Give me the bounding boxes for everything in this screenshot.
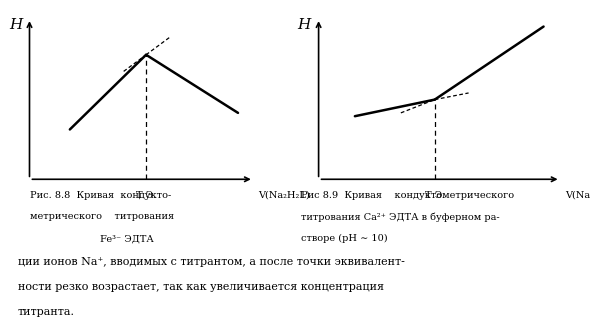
Text: Рис. 8.8  Кривая  кондукто-: Рис. 8.8 Кривая кондукто- bbox=[30, 191, 171, 200]
Text: титранта.: титранта. bbox=[18, 307, 75, 317]
Text: Т Э.: Т Э. bbox=[136, 191, 156, 200]
Text: ности резко возрастает, так как увеличивается концентрация: ности резко возрастает, так как увеличив… bbox=[18, 282, 384, 292]
Text: метрического    титрования: метрического титрования bbox=[30, 212, 173, 221]
Text: Н: Н bbox=[297, 18, 311, 32]
Text: V(Na₂H₂L): V(Na₂H₂L) bbox=[565, 191, 590, 200]
Text: ции ионов Na⁺, вводимых с титрантом, а после точки эквивалент-: ции ионов Na⁺, вводимых с титрантом, а п… bbox=[18, 257, 405, 267]
Text: V(Na₂H₂L): V(Na₂H₂L) bbox=[258, 191, 310, 200]
Text: створе (pH ∼ 10): створе (pH ∼ 10) bbox=[301, 234, 388, 243]
Text: Fe³⁻ ЭДТА: Fe³⁻ ЭДТА bbox=[100, 234, 154, 243]
Text: Т Э.: Т Э. bbox=[425, 191, 445, 200]
Text: Н: Н bbox=[9, 18, 22, 32]
Text: Рис 8.9  Кривая    кондуктометрического: Рис 8.9 Кривая кондуктометрического bbox=[301, 191, 514, 200]
Text: титрования Ca²⁺ ЭДТА в буферном ра-: титрования Ca²⁺ ЭДТА в буферном ра- bbox=[301, 212, 500, 222]
